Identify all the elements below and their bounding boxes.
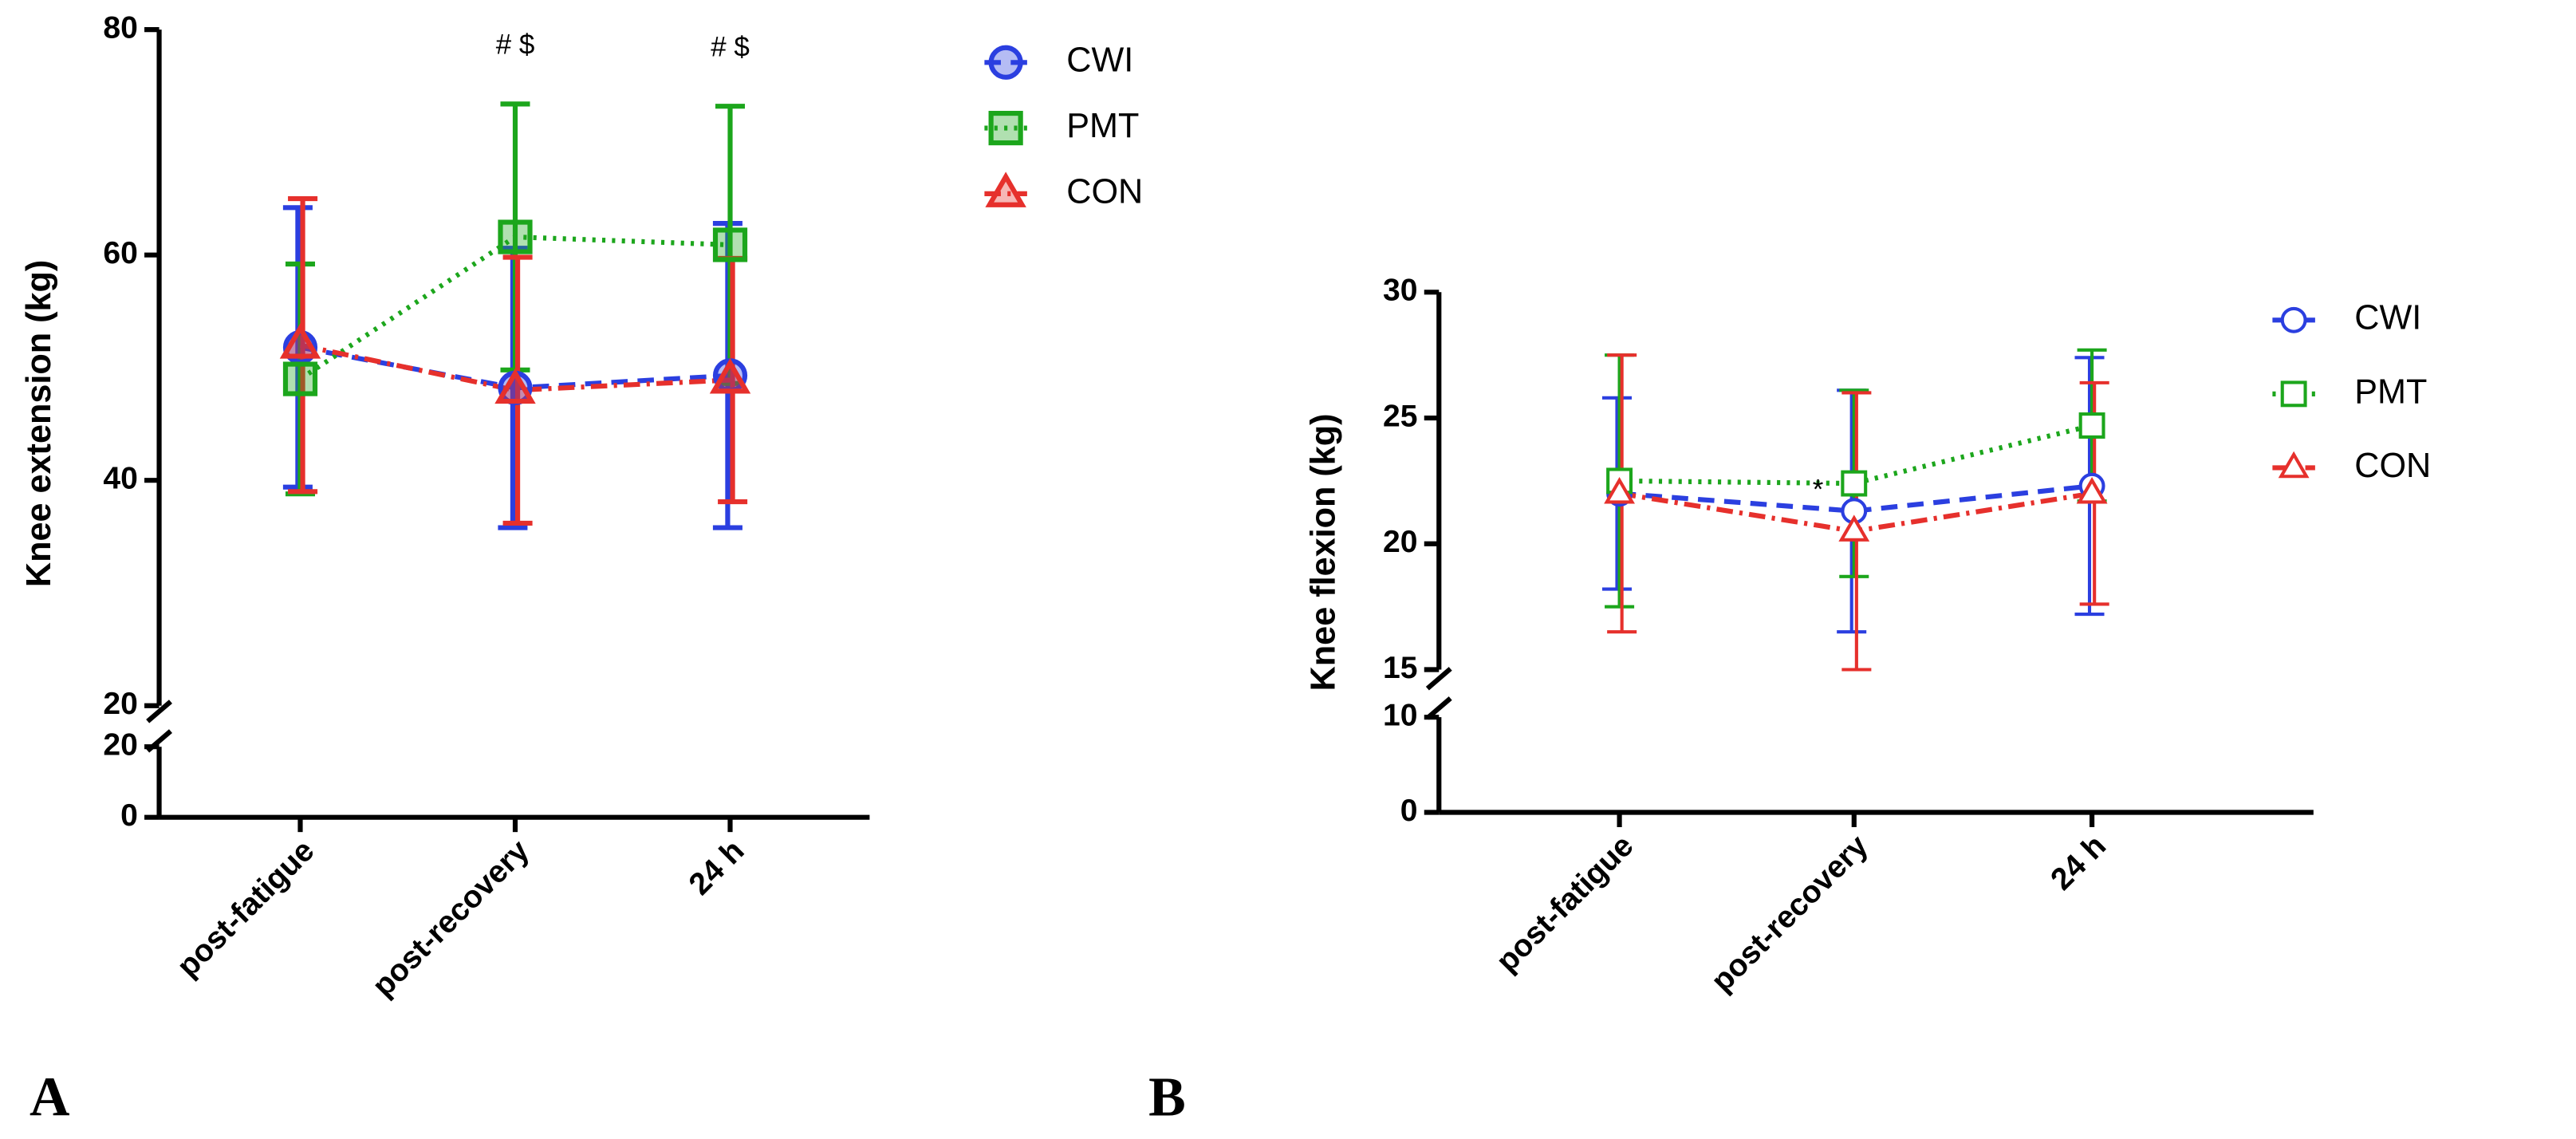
legend-marker-bg bbox=[2282, 308, 2306, 332]
series-line bbox=[299, 342, 731, 393]
annotation: # $ bbox=[496, 30, 535, 61]
y-tick-label: 20 bbox=[103, 728, 137, 763]
annotation: * bbox=[1813, 474, 1824, 505]
annotation: # $ bbox=[711, 31, 750, 62]
marker-bg bbox=[2080, 414, 2104, 437]
marker bbox=[1841, 470, 1868, 497]
legend-marker bbox=[2280, 380, 2307, 408]
axis-break bbox=[146, 700, 172, 723]
legend-label: CWI bbox=[2354, 299, 2421, 337]
y-tick-label: 60 bbox=[103, 236, 137, 270]
marker bbox=[709, 358, 751, 394]
legend-marker bbox=[2278, 451, 2310, 479]
marker bbox=[494, 368, 536, 404]
legend-marker-bg bbox=[2281, 454, 2306, 477]
legend-label: CWI bbox=[1066, 41, 1133, 80]
marker-bg bbox=[1606, 480, 1633, 503]
y-tick-label: 40 bbox=[103, 462, 137, 496]
y-tick-label: 20 bbox=[1383, 525, 1417, 559]
marker-bg bbox=[1842, 499, 1866, 523]
y-tick-label: 25 bbox=[1383, 399, 1417, 433]
series-line bbox=[298, 234, 731, 381]
marker bbox=[498, 219, 533, 254]
y-tick-label: 30 bbox=[1383, 274, 1417, 308]
legend-label: CON bbox=[2354, 447, 2431, 485]
marker-bg bbox=[2079, 480, 2105, 503]
y-tick-label: 0 bbox=[1400, 794, 1418, 828]
legend-label: PMT bbox=[2354, 372, 2427, 411]
marker-bg bbox=[1842, 471, 1866, 495]
panel-label: A bbox=[30, 1067, 70, 1129]
legend-marker bbox=[985, 171, 1026, 207]
panel-label: B bbox=[1148, 1067, 1186, 1129]
marker-bg bbox=[1841, 518, 1867, 540]
x-tick-label: post-recovery bbox=[366, 834, 536, 1003]
x-tick-label: post-recovery bbox=[1705, 829, 1875, 999]
marker bbox=[282, 361, 318, 396]
axis-break bbox=[1425, 667, 1452, 691]
y-tick-label: 0 bbox=[120, 798, 138, 833]
marker bbox=[279, 323, 321, 359]
y-tick-label: 80 bbox=[103, 10, 137, 45]
x-tick-label: post-fatigue bbox=[1490, 829, 1641, 979]
y-tick-label: 10 bbox=[1383, 698, 1417, 732]
y-tick-label: 15 bbox=[1383, 651, 1417, 685]
x-tick-label: 24 h bbox=[2044, 829, 2113, 897]
x-tick-label: post-fatigue bbox=[171, 834, 321, 984]
legend-marker bbox=[988, 110, 1023, 146]
marker bbox=[2076, 477, 2108, 504]
legend-marker-bg bbox=[2282, 382, 2306, 406]
legend-marker bbox=[988, 45, 1023, 80]
series-line bbox=[1619, 483, 2093, 514]
legend-label: PMT bbox=[1066, 107, 1139, 145]
marker bbox=[712, 227, 748, 262]
y-axis-label: Knee flexion (kg) bbox=[1305, 413, 1343, 691]
y-tick-label: 20 bbox=[103, 687, 137, 721]
marker bbox=[2078, 412, 2105, 439]
y-axis-label: Knee extension (kg) bbox=[20, 260, 58, 587]
legend-marker bbox=[2280, 306, 2307, 333]
marker bbox=[1838, 514, 1870, 542]
marker bbox=[1604, 477, 1635, 504]
x-tick-label: 24 h bbox=[683, 834, 751, 902]
legend-label: CON bbox=[1066, 172, 1143, 211]
